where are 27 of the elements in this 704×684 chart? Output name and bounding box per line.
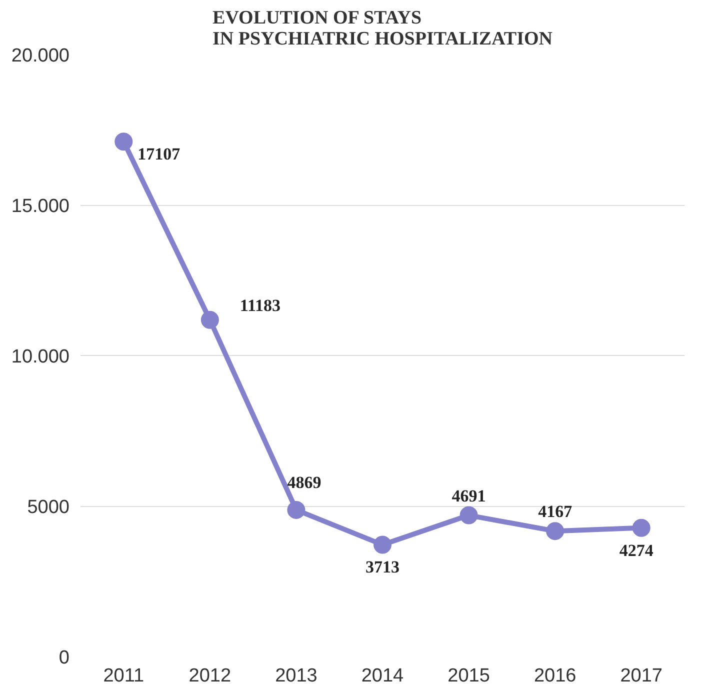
x-tick-label: 2011 bbox=[103, 666, 144, 684]
point bbox=[546, 522, 564, 540]
x-tick-label: 2014 bbox=[361, 666, 404, 684]
x-tick-label: 2016 bbox=[534, 666, 576, 684]
point bbox=[632, 518, 650, 537]
x-tick-label: 2017 bbox=[620, 666, 663, 684]
data-label: 4274 bbox=[619, 540, 654, 560]
data-label: 4167 bbox=[538, 502, 573, 522]
point bbox=[287, 500, 306, 519]
y-tick-label: 0 bbox=[58, 648, 70, 668]
y-tick-label: 15.000 bbox=[11, 196, 70, 217]
chart-title: EVOLUTION OF STAYS IN PSYCHIATRIC HOSPITALIZATION bbox=[212, 8, 553, 50]
data-label: 11183 bbox=[240, 296, 281, 315]
point bbox=[460, 506, 478, 524]
y-tick-label: 10.000 bbox=[11, 346, 70, 368]
x-tick-label: 2015 bbox=[448, 666, 490, 684]
x-tick-label: 2013 bbox=[275, 666, 318, 684]
point bbox=[114, 132, 133, 151]
data-label: 4869 bbox=[287, 472, 322, 492]
data-label: 17107 bbox=[138, 144, 181, 164]
y-tick-label: 20.000 bbox=[11, 46, 70, 66]
y-tick-label: 5000 bbox=[27, 497, 70, 518]
point bbox=[200, 310, 219, 329]
data-label: 4691 bbox=[452, 486, 486, 506]
x-tick-label: 2012 bbox=[188, 666, 232, 684]
point bbox=[374, 536, 392, 554]
data-label: 3713 bbox=[366, 558, 400, 577]
